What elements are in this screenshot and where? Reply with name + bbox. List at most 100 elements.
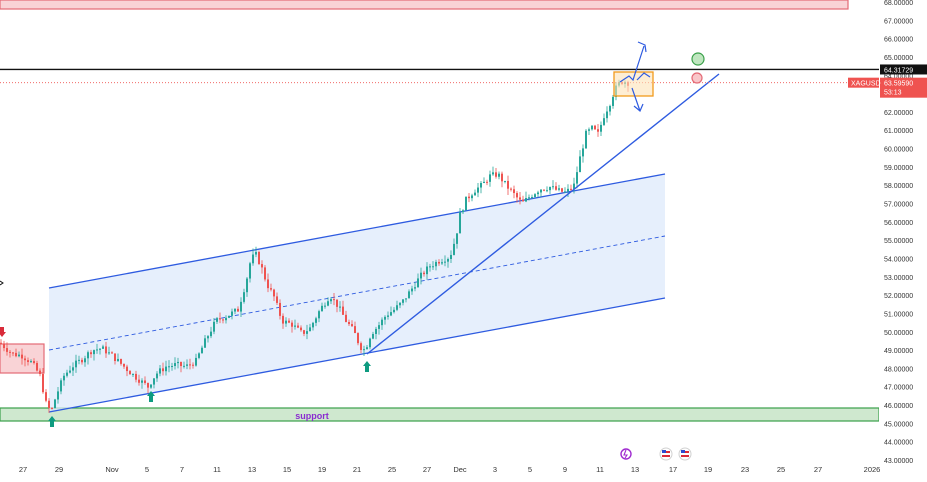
price-tick-label: 60.00000 xyxy=(884,147,913,154)
candle-body xyxy=(165,366,167,372)
red-circle-marker xyxy=(691,72,703,84)
candle-body xyxy=(69,370,71,373)
down-arrow-icon xyxy=(0,327,6,337)
candle-body xyxy=(273,289,275,297)
price-tick-label: 43.00000 xyxy=(884,458,913,465)
candle xyxy=(120,358,122,366)
candle xyxy=(114,353,116,365)
candle-body xyxy=(510,188,512,190)
candle-body xyxy=(555,186,557,190)
candle-body xyxy=(600,124,602,132)
candle xyxy=(510,187,512,192)
candle-body xyxy=(240,301,242,312)
candle-body xyxy=(276,296,278,303)
candle-body xyxy=(501,173,503,182)
candle xyxy=(543,189,545,192)
candle-body xyxy=(54,399,56,409)
candle xyxy=(264,265,266,282)
candle-body xyxy=(75,360,77,368)
candle-body xyxy=(489,174,491,182)
candle-body xyxy=(27,360,29,362)
candle xyxy=(378,321,380,335)
candle xyxy=(219,312,221,324)
candle xyxy=(108,346,110,355)
candle xyxy=(393,307,395,314)
candle xyxy=(438,259,440,266)
candle xyxy=(372,331,374,340)
price-tick-label: 45.00000 xyxy=(884,421,913,428)
candle-body xyxy=(174,363,176,367)
candle xyxy=(159,364,161,377)
candle xyxy=(51,407,53,410)
candle-body xyxy=(63,375,65,381)
candle xyxy=(459,207,461,234)
candle xyxy=(492,166,494,176)
candle-body xyxy=(591,125,593,130)
candle-body xyxy=(594,125,596,130)
bullish-projection-arrow xyxy=(619,45,645,83)
candle xyxy=(84,355,86,367)
candle xyxy=(222,318,224,324)
candle-body xyxy=(498,173,500,177)
candle-body xyxy=(246,278,248,293)
candle xyxy=(195,353,197,367)
candle-body xyxy=(414,287,416,289)
candle-body xyxy=(432,266,434,268)
price-tick-label: 66.00000 xyxy=(884,37,913,44)
time-tick-label: 19 xyxy=(704,465,712,474)
candle-body xyxy=(444,261,446,263)
candle-body xyxy=(399,302,401,306)
candle xyxy=(444,255,446,267)
candle-body xyxy=(48,400,50,409)
candle xyxy=(135,370,137,383)
candle xyxy=(60,378,62,395)
candle-body xyxy=(567,188,569,192)
candle-body xyxy=(477,187,479,193)
candle xyxy=(561,187,563,193)
candle-body xyxy=(51,408,53,410)
candle xyxy=(411,285,413,295)
candle xyxy=(531,194,533,199)
candle-body xyxy=(195,357,197,366)
candle-body xyxy=(36,362,38,371)
candle-body xyxy=(531,196,533,198)
candle-body xyxy=(249,263,251,279)
candle xyxy=(603,113,605,126)
candle xyxy=(417,273,419,288)
candle-body xyxy=(219,318,221,320)
candle xyxy=(78,355,80,365)
candle-body xyxy=(123,363,125,367)
candle-body xyxy=(429,266,431,268)
time-tick-label: 27 xyxy=(19,465,27,474)
candle-body xyxy=(480,183,482,188)
candle xyxy=(483,177,485,184)
candle xyxy=(171,362,173,371)
candle xyxy=(594,124,596,130)
candle-body xyxy=(42,373,44,393)
candle xyxy=(81,357,83,365)
candle xyxy=(27,357,29,366)
candle xyxy=(339,301,341,312)
candle-body xyxy=(342,306,344,315)
candle xyxy=(87,350,89,365)
candle-body xyxy=(303,330,305,334)
candle-body xyxy=(192,364,194,366)
candle-body xyxy=(129,371,131,375)
candle xyxy=(306,324,308,340)
candle-body xyxy=(354,326,356,334)
candle-body xyxy=(540,189,542,193)
candle-body xyxy=(441,262,443,264)
candle-body xyxy=(558,188,560,190)
candle xyxy=(189,358,191,370)
candle-body xyxy=(12,352,14,354)
candle xyxy=(609,104,611,116)
candle-body xyxy=(570,188,572,190)
time-tick-label: 5 xyxy=(145,465,149,474)
candle xyxy=(300,325,302,332)
candle-body xyxy=(597,129,599,132)
price-tick-label: 54.00000 xyxy=(884,256,913,263)
lightning-icon xyxy=(623,449,629,459)
candle-body xyxy=(537,192,539,195)
